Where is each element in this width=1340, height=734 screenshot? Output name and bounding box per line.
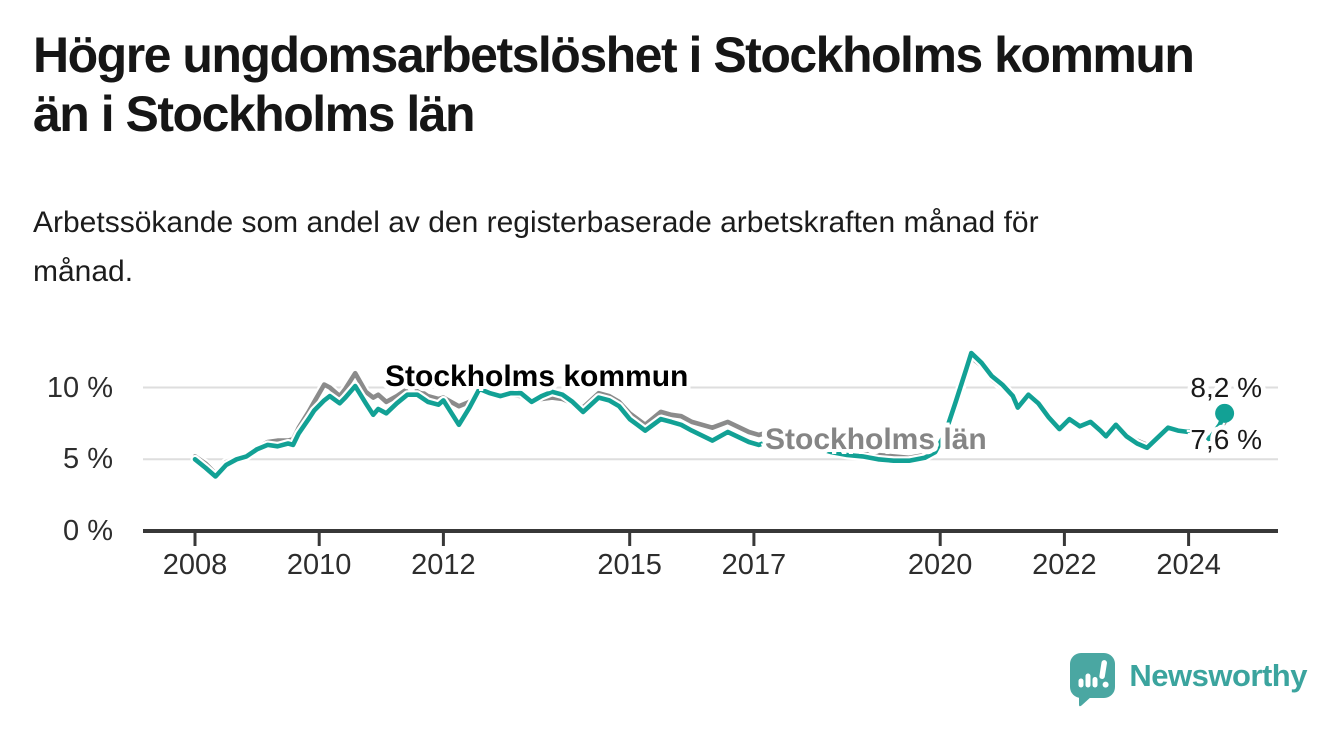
- x-axis-tick-label: 2008: [162, 549, 228, 581]
- page-title-line-1: Högre ungdomsarbetslöshet i Stockholms k…: [33, 27, 1195, 83]
- newsworthy-speech-bubble-bar-chart-icon: [1070, 653, 1116, 707]
- x-axis-tick-label: 2010: [286, 549, 352, 581]
- page-subtitle: Arbetssökande som andel av den registerb…: [33, 198, 1039, 296]
- page-title-line-2: än i Stockholms län: [33, 86, 476, 142]
- x-axis-tick-label: 2012: [411, 549, 476, 581]
- x-axis-tick-label: 2015: [597, 549, 662, 581]
- series-line-stockholms-kommun: [192, 350, 1227, 479]
- newsworthy-logo-text: Newsworthy: [1129, 658, 1307, 693]
- end-point-dot: [1215, 403, 1235, 423]
- series-line-casing: [190, 348, 1230, 481]
- series-label-stockholms-kommun: Stockholms kommun: [385, 360, 689, 393]
- page-title: Högre ungdomsarbetslöshet i Stockholms k…: [33, 26, 1195, 144]
- x-axis-tick-label: 2020: [907, 549, 973, 581]
- series-label-stockholms-lan: Stockholms län: [765, 423, 987, 456]
- y-axis-tick-label: 0 %: [63, 515, 113, 547]
- y-axis-tick-label: 10 %: [46, 371, 113, 404]
- x-axis-tick-label: 2024: [1156, 549, 1221, 581]
- page-subtitle-line-2: månad.: [33, 255, 134, 288]
- x-axis-tick-label: 2022: [1032, 549, 1097, 581]
- end-value-label-lan: 7,6 %: [1190, 424, 1262, 455]
- newsworthy-logo: Newsworthy: [1069, 652, 1307, 709]
- end-value-label-kommun: 8,2 %: [1190, 372, 1262, 403]
- x-axis-tick-label: 2017: [721, 549, 787, 581]
- y-axis-tick-label: 5 %: [63, 443, 113, 476]
- page-subtitle-line-1: Arbetssökande som andel av den registerb…: [33, 206, 1039, 239]
